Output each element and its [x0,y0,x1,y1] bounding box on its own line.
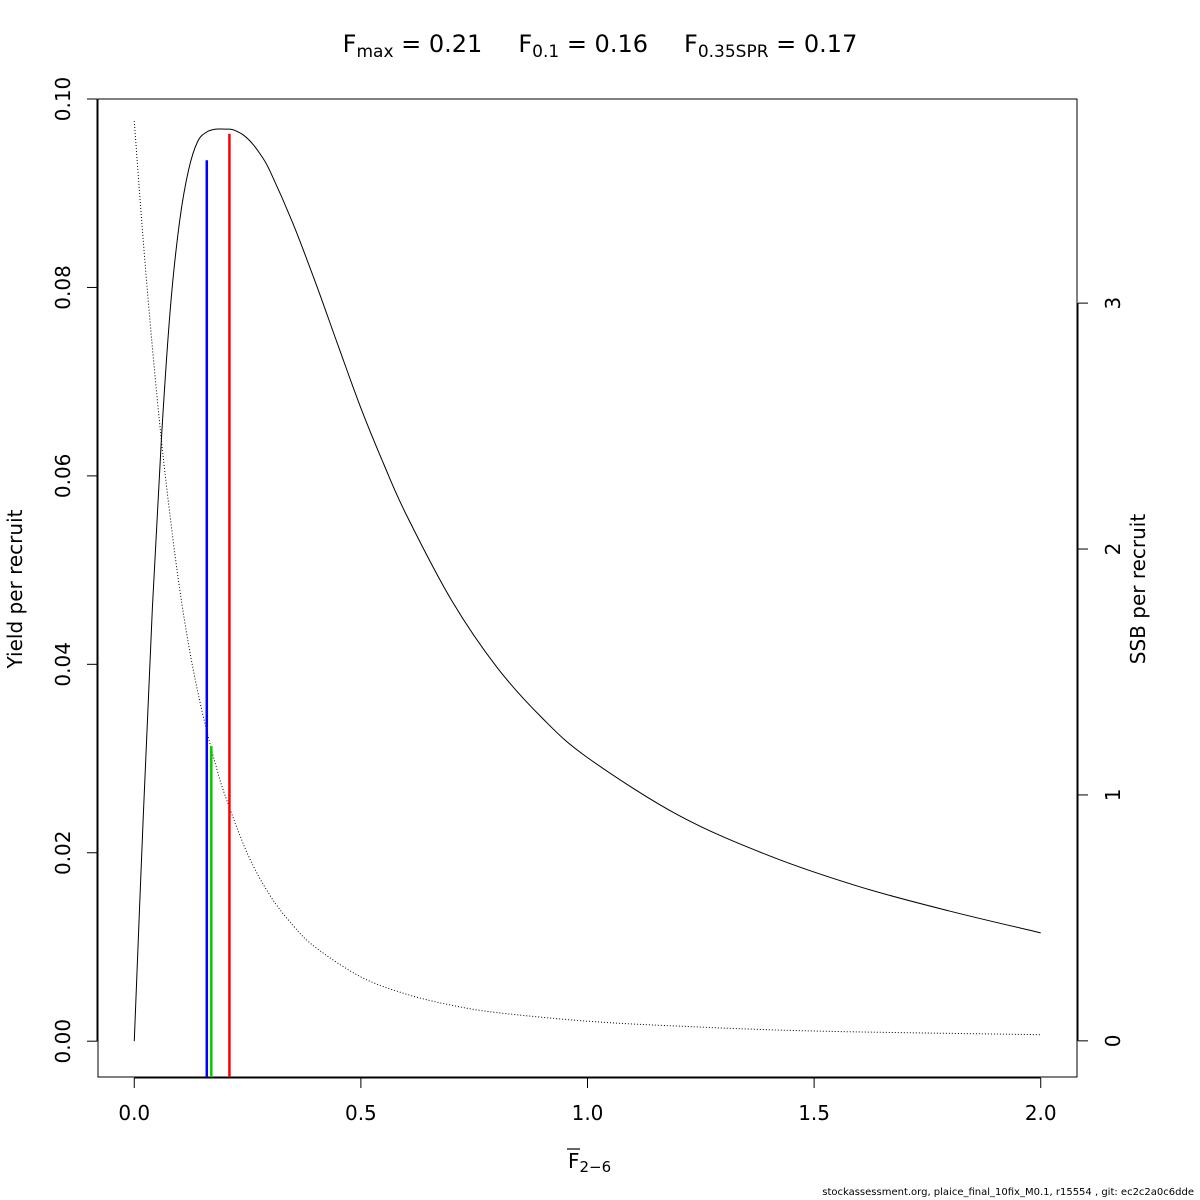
y-tick-label: 0.08 [51,265,75,310]
y2-axis-label: SSB per recruit [1126,514,1150,665]
title-term-subscript: max [356,42,394,62]
y2-tick-label: 3 [1101,297,1125,310]
y-axis-label: Yield per recruit [3,509,27,669]
reference-lines [205,133,231,1077]
yield-per-recruit-line [133,128,1041,1042]
y-axis: 0.00 0.02 0.04 0.06 0.08 0.10 [51,77,98,1064]
title-term-2: F0.35SPR = 0.17 [684,30,857,62]
plot-frame [97,98,1078,1078]
x-axis-label-subscript: 2−6 [580,1158,612,1176]
y-tick-label: 0.06 [51,454,75,499]
y-tick-label: 0.04 [51,642,75,687]
x-tick-label: 0.5 [345,1101,377,1125]
title-term-value: = 0.21 [393,30,483,58]
title-term-symbol: F [518,30,533,58]
title-term-0: Fmax = 0.21 [343,30,483,62]
x-tick-label: 2.0 [1025,1101,1057,1125]
svg-text:F2−6: F2−6 [568,1149,611,1176]
x-axis-label-symbol: F [568,1149,580,1173]
y-tick-label: 0.02 [51,830,75,875]
y2-tick-label: 2 [1101,543,1125,556]
series-group [133,121,1041,1042]
y-tick-label: 0.00 [51,1019,75,1064]
title-term-symbol: F [684,30,698,58]
footer-source: stockassessment.org, plaice_final_10fix_… [822,1187,1194,1198]
y2-axis: 0 1 2 3 [1077,297,1125,1047]
y-tick-label: 0.10 [51,77,75,122]
x-tick-label: 0.0 [118,1101,150,1125]
x-axis: 0.0 0.5 1.0 1.5 2.0 [118,1077,1057,1125]
title-term-value: = 0.16 [559,30,648,58]
title-term-1: F0.1 = 0.16 [518,30,648,62]
ssb-per-recruit-line [133,121,1041,1036]
chart-title: Fmax = 0.21 F0.1 = 0.16 F0.35SPR = 0.17 [0,30,1200,62]
title-term-symbol: F [342,30,357,58]
x-tick-label: 1.5 [798,1101,830,1125]
x-axis-label: F2−6 [567,1148,611,1176]
y2-tick-label: 0 [1101,1034,1125,1047]
title-term-subscript: 0.1 [532,42,560,62]
title-term-subscript: 0.35SPR [697,42,769,62]
x-tick-label: 1.0 [572,1101,604,1125]
title-term-value: = 0.17 [768,30,858,58]
y2-tick-label: 1 [1101,789,1125,802]
